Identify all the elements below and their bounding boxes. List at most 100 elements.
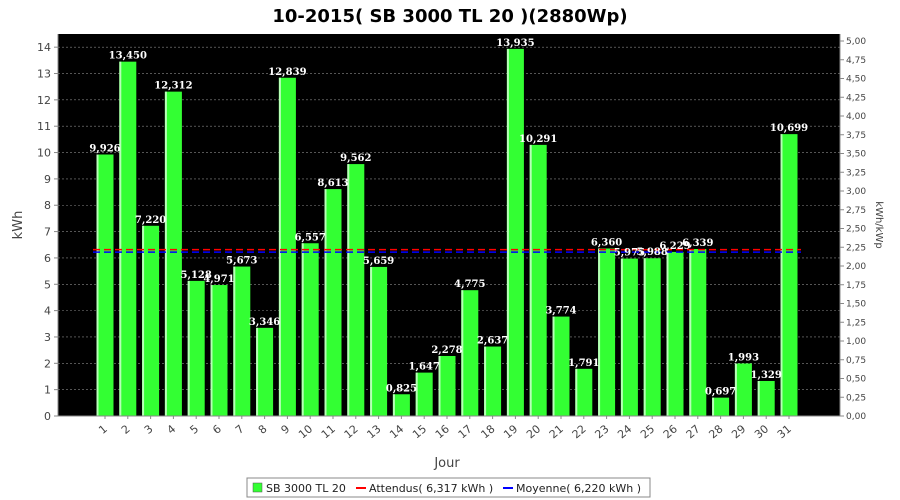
y2-tick-label: 5,00 <box>846 37 866 47</box>
bar <box>278 77 296 416</box>
data-label: 6,557 <box>295 232 326 243</box>
y-tick-label: 5 <box>44 278 51 291</box>
bar <box>119 61 137 416</box>
y2-tick-label: 2,75 <box>846 206 866 216</box>
x-tick-label: 28 <box>706 422 725 441</box>
bar-highlight <box>256 327 259 416</box>
bar <box>666 251 684 416</box>
y-axis-right: 0,00 0,25 0,50 0,75 1,00 1,25 1,50 1,75 2,00 2,25… <box>839 34 866 422</box>
x-tick-label: 16 <box>433 422 452 441</box>
y-tick-label: 7 <box>44 226 51 239</box>
y2-tick-label: 4,75 <box>846 56 866 66</box>
x-tick-label: 27 <box>684 422 703 441</box>
bar-highlight <box>210 285 213 416</box>
y2-tick-label: 0,25 <box>846 393 866 403</box>
x-tick-label: 29 <box>729 422 748 441</box>
x-tick-label: 24 <box>615 422 634 441</box>
bar-highlight <box>598 248 601 416</box>
bar <box>757 380 775 416</box>
bar <box>415 372 433 416</box>
bar-highlight <box>415 372 418 416</box>
y-tick-label: 10 <box>37 147 51 160</box>
bar-highlight <box>757 380 760 416</box>
bar <box>210 285 228 416</box>
bar <box>689 249 707 416</box>
bar-highlight <box>187 280 190 416</box>
bar-highlight <box>620 258 623 416</box>
x-tick-label: 30 <box>752 422 771 441</box>
bar-highlight <box>484 346 487 416</box>
bar <box>187 280 205 416</box>
bar-highlight <box>780 134 783 416</box>
x-axis: 1 2 3 4 5 6 7 8 9 10 11 12 13 14 15 16 17 18 19 20 21 22 23 24 2… <box>58 415 840 441</box>
x-axis-title: Jour <box>433 456 460 471</box>
y-tick-label: 9 <box>44 173 51 186</box>
x-tick-label: 21 <box>547 422 566 441</box>
data-label: 5,128 <box>181 270 212 281</box>
y2-axis-title: kWh/kWp <box>873 201 884 248</box>
y2-tick-label: 3,00 <box>846 187 866 197</box>
data-label: 6,360 <box>591 237 622 248</box>
y2-tick-label: 4,00 <box>846 112 866 122</box>
data-label: 2,637 <box>477 336 508 347</box>
data-label: 0,825 <box>386 383 417 394</box>
data-label: 5,659 <box>363 256 394 267</box>
y2-tick-label: 0,50 <box>846 375 866 385</box>
bar-highlight <box>643 258 646 416</box>
y2-tick-label: 0,75 <box>846 356 866 366</box>
data-label: 5,975 <box>614 248 645 259</box>
bar <box>575 368 593 416</box>
bar-highlight <box>347 164 350 416</box>
y-tick-label: 14 <box>37 41 51 54</box>
bar <box>347 164 365 416</box>
x-tick-label: 13 <box>364 422 383 441</box>
x-tick-label: 18 <box>478 422 497 441</box>
bar <box>370 266 388 416</box>
x-tick-label: 1 <box>96 422 110 436</box>
y2-tick-label: 3,25 <box>846 168 866 178</box>
bar <box>780 134 798 416</box>
bar <box>620 258 638 416</box>
legend: SB 3000 TL 20 Attendus( 6,317 kWh ) Moyenn… <box>246 477 651 498</box>
y-tick-label: 2 <box>44 357 51 370</box>
y-tick-label: 8 <box>44 199 51 212</box>
data-label: 1,329 <box>751 370 782 381</box>
x-tick-label: 7 <box>233 422 247 436</box>
bar <box>164 91 182 416</box>
x-tick-label: 10 <box>296 422 315 441</box>
y-tick-label: 3 <box>44 331 51 344</box>
bar <box>484 346 502 416</box>
y-tick-label: 11 <box>37 120 51 133</box>
data-label: 2,278 <box>431 345 462 356</box>
bar-highlight <box>461 290 464 416</box>
bar <box>142 225 160 416</box>
bar <box>324 189 342 416</box>
data-label: 13,935 <box>496 38 534 49</box>
bar-highlight <box>506 48 509 416</box>
bar-highlight <box>301 243 304 416</box>
bar-highlight <box>278 77 281 416</box>
x-tick-label: 17 <box>456 422 475 441</box>
y-axis-title: kWh <box>11 211 26 240</box>
bar-highlight <box>666 251 669 416</box>
bars <box>96 48 798 417</box>
bar-highlight <box>734 363 737 416</box>
y-tick-label: 0 <box>44 410 51 423</box>
x-tick-label: 8 <box>256 422 270 436</box>
bar <box>96 154 114 417</box>
data-label: 12,839 <box>268 67 306 78</box>
x-tick-label: 6 <box>210 422 224 436</box>
bar <box>233 266 251 416</box>
data-label: 6,229 <box>659 241 690 252</box>
bar-highlight <box>438 355 441 416</box>
bar-highlight <box>370 266 373 416</box>
x-tick-label: 26 <box>661 422 680 441</box>
data-label: 9,926 <box>89 144 120 155</box>
y-tick-label: 6 <box>44 252 51 265</box>
data-label: 4,775 <box>454 279 485 290</box>
bar-highlight <box>552 316 555 416</box>
bar-highlight <box>712 397 715 416</box>
x-tick-label: 14 <box>387 422 406 441</box>
